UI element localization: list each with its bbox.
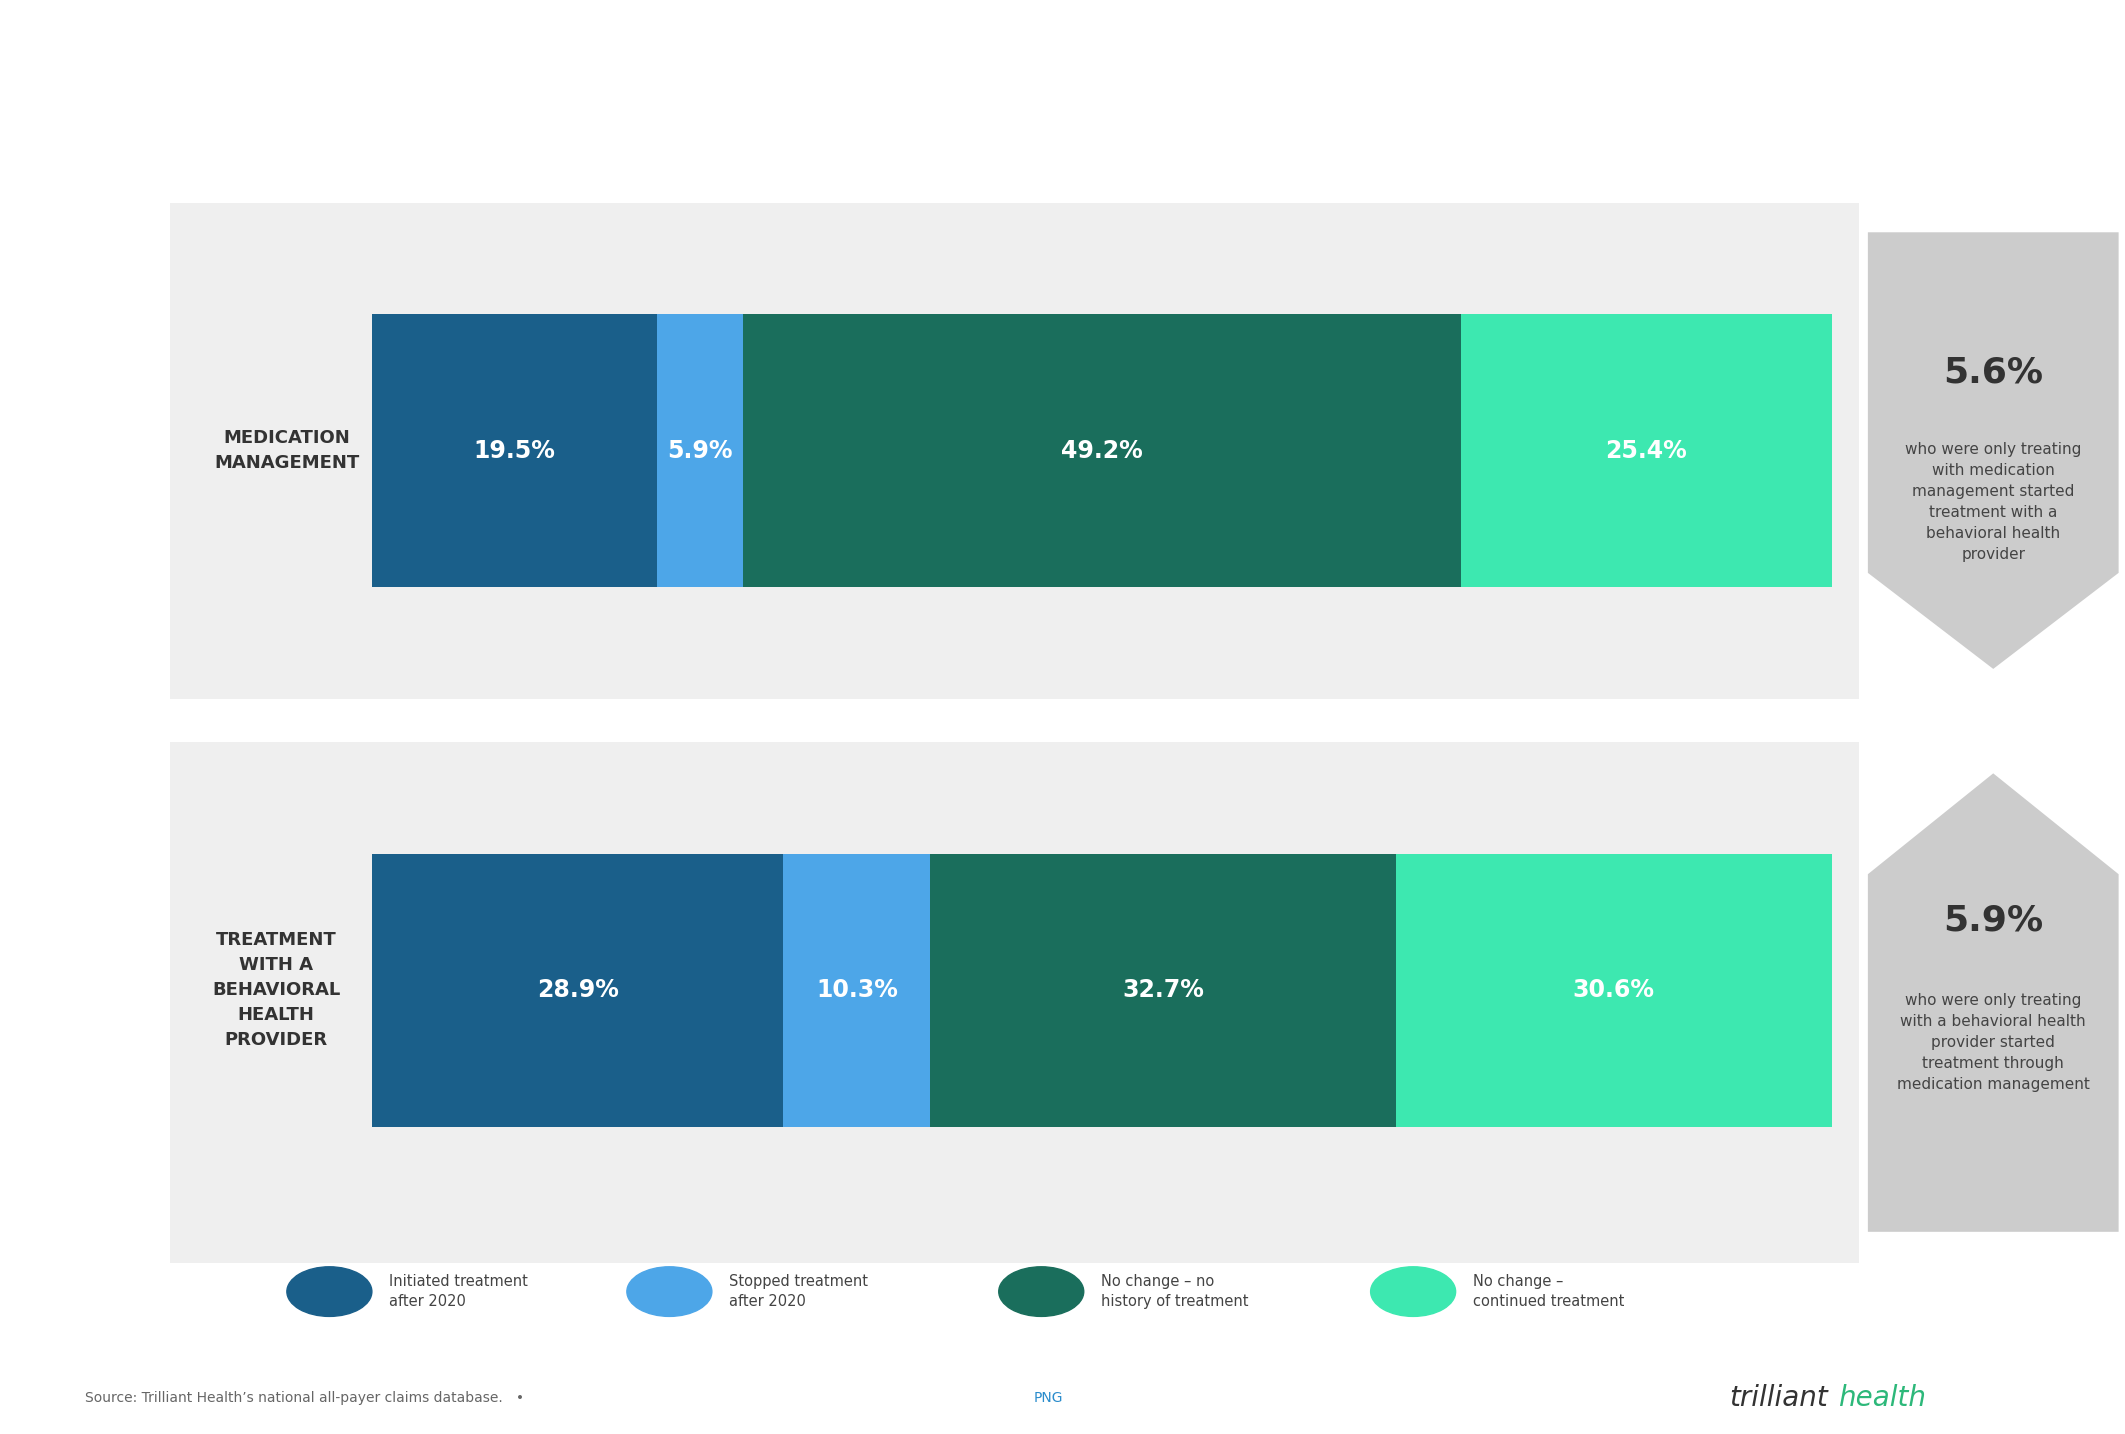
Text: 5.9%: 5.9%: [667, 439, 733, 463]
Text: trilliant: trilliant: [1730, 1384, 1827, 1412]
Text: 19.5%: 19.5%: [474, 439, 555, 463]
Text: Initiated treatment
after 2020: Initiated treatment after 2020: [389, 1275, 527, 1309]
Text: 10.3%: 10.3%: [816, 978, 897, 1002]
FancyBboxPatch shape: [372, 314, 657, 587]
Text: BEHAVIORAL HEALTH TREATMENT PATTERNS INITIATED AND STOPPED AFTER 2020: BEHAVIORAL HEALTH TREATMENT PATTERNS INI…: [244, 47, 1390, 75]
Text: who were only treating
with medication
management started
treatment with a
behav: who were only treating with medication m…: [1904, 442, 2082, 562]
Text: 5.9%: 5.9%: [1942, 903, 2044, 936]
Circle shape: [627, 1266, 712, 1316]
Text: PNG: PNG: [1033, 1391, 1062, 1405]
Text: Source: Trilliant Health’s national all-payer claims database.   •: Source: Trilliant Health’s national all-…: [85, 1391, 533, 1405]
FancyBboxPatch shape: [931, 853, 1396, 1127]
FancyBboxPatch shape: [170, 743, 1859, 1263]
Text: 30.6%: 30.6%: [1572, 978, 1655, 1002]
Circle shape: [1371, 1266, 1456, 1316]
FancyBboxPatch shape: [784, 853, 931, 1127]
FancyBboxPatch shape: [372, 853, 784, 1127]
Text: 32.7%: 32.7%: [1122, 978, 1205, 1002]
Text: Stopped treatment
after 2020: Stopped treatment after 2020: [729, 1275, 867, 1309]
FancyBboxPatch shape: [1462, 314, 1832, 587]
Text: No change –
continued treatment: No change – continued treatment: [1473, 1275, 1624, 1309]
Polygon shape: [1868, 773, 2119, 1232]
Polygon shape: [1868, 232, 2119, 668]
FancyBboxPatch shape: [742, 314, 1462, 587]
Circle shape: [999, 1266, 1084, 1316]
Text: 25.4%: 25.4%: [1606, 439, 1687, 463]
FancyBboxPatch shape: [657, 314, 742, 587]
FancyBboxPatch shape: [170, 202, 1859, 698]
Text: 5.6%: 5.6%: [1942, 356, 2044, 389]
Text: MEDICATION
MANAGEMENT: MEDICATION MANAGEMENT: [215, 429, 359, 472]
Text: 49.2%: 49.2%: [1060, 439, 1143, 463]
Text: health: health: [1838, 1384, 1925, 1412]
Circle shape: [287, 1266, 372, 1316]
FancyBboxPatch shape: [1396, 853, 1832, 1127]
Text: who were only treating
with a behavioral health
provider started
treatment throu: who were only treating with a behavioral…: [1898, 994, 2089, 1093]
Text: No change – no
history of treatment: No change – no history of treatment: [1101, 1275, 1247, 1309]
Text: FIGURE 1.: FIGURE 1.: [47, 46, 217, 76]
Text: 28.9%: 28.9%: [538, 978, 618, 1002]
Text: TREATMENT
WITH A
BEHAVIORAL
HEALTH
PROVIDER: TREATMENT WITH A BEHAVIORAL HEALTH PROVI…: [212, 931, 340, 1050]
